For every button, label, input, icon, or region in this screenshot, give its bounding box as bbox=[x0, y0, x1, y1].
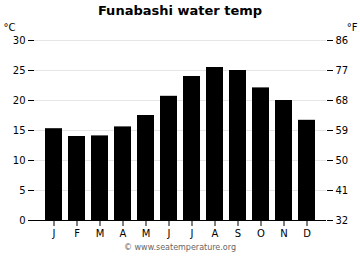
svg-text:N: N bbox=[280, 228, 287, 239]
svg-text:M: M bbox=[96, 228, 105, 239]
svg-text:A: A bbox=[212, 228, 219, 239]
svg-text:10: 10 bbox=[13, 155, 26, 166]
svg-text:S: S bbox=[235, 228, 241, 239]
svg-text:41: 41 bbox=[336, 185, 349, 196]
svg-text:0: 0 bbox=[19, 215, 25, 226]
svg-text:15: 15 bbox=[13, 125, 26, 136]
svg-text:M: M bbox=[142, 228, 151, 239]
svg-text:32: 32 bbox=[336, 215, 349, 226]
svg-text:J: J bbox=[52, 228, 56, 239]
svg-text:°F: °F bbox=[347, 22, 358, 33]
svg-text:25: 25 bbox=[13, 65, 26, 76]
svg-text:30: 30 bbox=[13, 35, 26, 46]
html-text:© www.seatemperature.org: © www.seatemperature.org bbox=[124, 243, 236, 252]
svg-text:F: F bbox=[74, 228, 80, 239]
svg-text:50: 50 bbox=[336, 155, 349, 166]
svg-text:59: 59 bbox=[336, 125, 349, 136]
svg-text:68: 68 bbox=[336, 95, 349, 106]
html-text:Funabashi water temp: Funabashi water temp bbox=[97, 3, 263, 18]
svg-text:5: 5 bbox=[19, 185, 25, 196]
svg-text:86: 86 bbox=[336, 35, 349, 46]
svg-text:77: 77 bbox=[336, 65, 349, 76]
svg-text:20: 20 bbox=[13, 95, 26, 106]
svg-text:D: D bbox=[303, 228, 311, 239]
svg-text:A: A bbox=[120, 228, 127, 239]
svg-text:O: O bbox=[257, 228, 265, 239]
svg-text:J: J bbox=[167, 228, 171, 239]
svg-text:J: J bbox=[190, 228, 194, 239]
svg-text:°C: °C bbox=[4, 22, 16, 33]
